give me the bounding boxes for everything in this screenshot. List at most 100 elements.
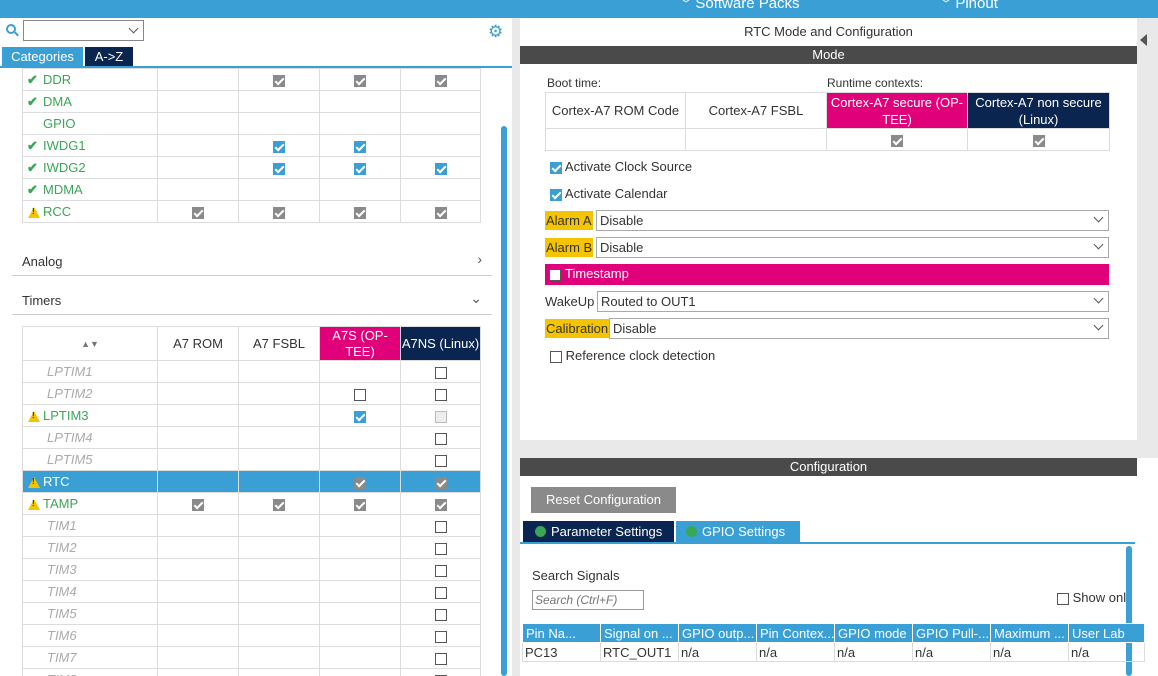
- show-only-checkbox[interactable]: [1057, 592, 1069, 605]
- activate-calendar-checkbox[interactable]: [550, 188, 562, 201]
- show-only-row[interactable]: Show onl: [1057, 590, 1126, 605]
- wakeup-select[interactable]: Routed to OUT1: [597, 291, 1109, 312]
- calibration-select[interactable]: Disable: [609, 318, 1109, 339]
- context-checkbox[interactable]: [434, 586, 447, 599]
- context-checkbox[interactable]: [354, 206, 366, 219]
- config-scrollbar[interactable]: [1126, 546, 1132, 676]
- context-checkbox[interactable]: [273, 206, 285, 219]
- context-checkbox[interactable]: [273, 498, 285, 511]
- context-checkbox[interactable]: [434, 454, 447, 467]
- software-packs-menu[interactable]: ﹀ Software Packs: [680, 0, 800, 12]
- context-checkbox[interactable]: [434, 74, 447, 87]
- context-checkbox[interactable]: [434, 630, 447, 643]
- search-icon[interactable]: [6, 24, 16, 34]
- table-row[interactable]: TIM3: [22, 558, 481, 581]
- table-row[interactable]: TIM8: [22, 668, 481, 676]
- context-checkbox[interactable]: [354, 498, 366, 511]
- context-checkbox[interactable]: [434, 476, 447, 489]
- tab-categories[interactable]: Categories: [2, 47, 83, 66]
- context-checkbox[interactable]: [434, 564, 447, 577]
- table-row[interactable]: ✔ IWDG1: [22, 134, 481, 157]
- table-row[interactable]: RTC: [22, 470, 481, 493]
- table-row[interactable]: TIM5: [22, 602, 481, 625]
- table-row[interactable]: LPTIM2: [22, 382, 481, 405]
- gpio-col-header[interactable]: Signal on ...: [600, 623, 679, 643]
- table-row[interactable]: TIM6: [22, 624, 481, 647]
- context-checkbox[interactable]: [354, 162, 366, 175]
- context-checkbox[interactable]: [273, 162, 285, 175]
- gpio-col-header[interactable]: Maximum ...: [990, 623, 1069, 643]
- analog-section[interactable]: Analog ›: [12, 246, 492, 276]
- activate-clock-row[interactable]: Activate Clock Source: [550, 159, 692, 174]
- context-checkbox[interactable]: [434, 206, 447, 219]
- tab-a-z[interactable]: A->Z: [85, 47, 133, 66]
- table-row[interactable]: LPTIM3: [22, 404, 481, 427]
- table-row[interactable]: ✔ DMA: [22, 90, 481, 113]
- gpio-col-header[interactable]: Pin Na...: [522, 623, 601, 643]
- context-cell: [400, 646, 481, 669]
- context-checkbox[interactable]: [192, 498, 204, 511]
- search-signals-input[interactable]: [532, 590, 644, 610]
- table-row[interactable]: ✔ IWDG2: [22, 156, 481, 179]
- table-row[interactable]: LPTIM5: [22, 448, 481, 471]
- context-checkbox[interactable]: [434, 388, 447, 401]
- sort-icon[interactable]: ▲▼: [22, 326, 158, 361]
- panel-divider[interactable]: [512, 18, 520, 676]
- context-checkbox[interactable]: [434, 608, 447, 621]
- table-row[interactable]: LPTIM4: [22, 426, 481, 449]
- context-checkbox[interactable]: [434, 162, 447, 175]
- chevron-down-icon[interactable]: [128, 23, 139, 34]
- gpio-col-header[interactable]: Pin Contex...: [756, 623, 835, 643]
- activate-calendar-row[interactable]: Activate Calendar: [550, 186, 668, 201]
- context-checkbox[interactable]: [354, 476, 366, 489]
- context-checkbox[interactable]: [354, 74, 366, 87]
- timers-section[interactable]: Timers ⌄: [12, 285, 492, 315]
- ref-clock-row[interactable]: Reference clock detection: [550, 348, 715, 363]
- context-checkbox[interactable]: [354, 140, 366, 153]
- config-separator[interactable]: [520, 440, 1158, 458]
- context-checkbox[interactable]: [192, 206, 204, 219]
- context-checkbox[interactable]: [434, 366, 447, 379]
- gpio-col-header[interactable]: GPIO outp...: [678, 623, 757, 643]
- ref-clock-checkbox[interactable]: [550, 350, 562, 363]
- context-checkbox[interactable]: [434, 542, 447, 555]
- context-checkbox[interactable]: [434, 520, 447, 533]
- gpio-col-header[interactable]: GPIO mode: [834, 623, 913, 643]
- context-checkbox[interactable]: [434, 432, 447, 445]
- alarm-b-select[interactable]: Disable: [596, 237, 1109, 258]
- timestamp-row[interactable]: Timestamp: [545, 264, 1109, 285]
- table-row[interactable]: ✔ MDMA: [22, 178, 481, 201]
- gpio-col-header[interactable]: User Lab: [1068, 623, 1145, 643]
- reset-configuration-button[interactable]: Reset Configuration: [531, 487, 676, 513]
- table-row[interactable]: TIM7: [22, 646, 481, 669]
- timestamp-checkbox[interactable]: [549, 268, 561, 281]
- table-row[interactable]: RCC: [22, 200, 481, 223]
- tab-parameter-settings[interactable]: Parameter Settings: [523, 521, 674, 542]
- left-scrollbar[interactable]: [501, 126, 507, 676]
- context-checkbox[interactable]: [434, 498, 447, 511]
- context-checkbox[interactable]: [273, 74, 285, 87]
- gpio-row[interactable]: PC13 RTC_OUT1 n/a n/a n/a n/a n/a n/a: [522, 642, 1145, 662]
- table-row[interactable]: TIM1: [22, 514, 481, 537]
- right-scrollbar[interactable]: [1137, 18, 1158, 458]
- alarm-a-select[interactable]: Disable: [596, 210, 1109, 231]
- gpio-col-header[interactable]: GPIO Pull-...: [912, 623, 991, 643]
- table-row[interactable]: GPIO: [22, 112, 481, 135]
- table-row[interactable]: TAMP: [22, 492, 481, 515]
- activate-clock-checkbox[interactable]: [550, 161, 562, 174]
- context-checkbox[interactable]: [354, 410, 366, 423]
- pinout-menu[interactable]: ﹀ Pinout: [940, 0, 998, 12]
- table-row[interactable]: ✔ DDR: [22, 68, 481, 91]
- context-checkbox[interactable]: [434, 410, 447, 423]
- collapse-arrow-icon[interactable]: [1140, 34, 1147, 46]
- table-row[interactable]: LPTIM1: [22, 360, 481, 383]
- context-checkbox[interactable]: [273, 140, 285, 153]
- table-row[interactable]: TIM4: [22, 580, 481, 603]
- context-checkbox[interactable]: [434, 674, 447, 676]
- tab-gpio-settings[interactable]: GPIO Settings: [676, 521, 800, 542]
- component-search-combo[interactable]: [23, 20, 144, 41]
- gear-icon[interactable]: ⚙: [488, 22, 504, 41]
- context-checkbox[interactable]: [354, 388, 366, 401]
- context-checkbox[interactable]: [434, 652, 447, 665]
- table-row[interactable]: TIM2: [22, 536, 481, 559]
